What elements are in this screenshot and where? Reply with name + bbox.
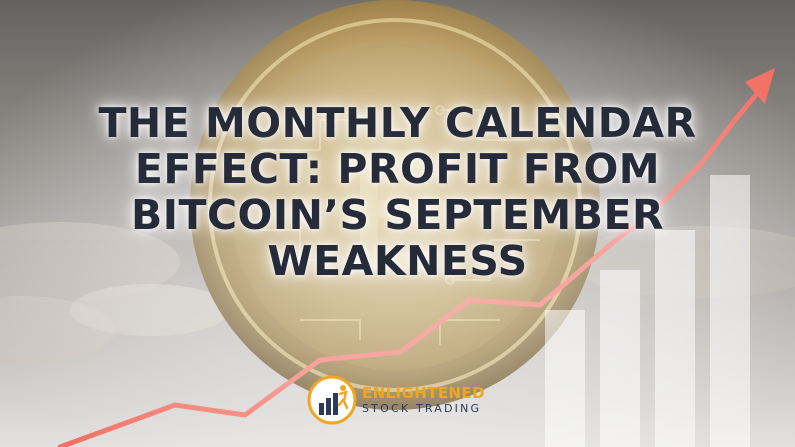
page-title: THE MONTHLY CALENDAR EFFECT: PROFIT FROM…	[20, 100, 775, 284]
brand-logo: ENLIGHTENED STOCK TRADING	[306, 374, 490, 426]
title-line-3: BITCOIN’S SEPTEMBER	[130, 191, 665, 239]
title-line-1: THE MONTHLY CALENDAR	[98, 99, 697, 147]
brand-name-line-2: STOCK TRADING	[362, 402, 482, 415]
trend-arrow-head	[745, 68, 775, 104]
background-coin	[70, 284, 230, 336]
bar-chart-person-icon	[307, 375, 357, 425]
brand-wordmark: ENLIGHTENED STOCK TRADING	[362, 384, 485, 416]
brand-name-line-1: ENLIGHTENED	[362, 384, 485, 402]
title-line-2: EFFECT: PROFIT FROM	[134, 145, 661, 193]
title-line-4: WEAKNESS	[267, 237, 528, 285]
